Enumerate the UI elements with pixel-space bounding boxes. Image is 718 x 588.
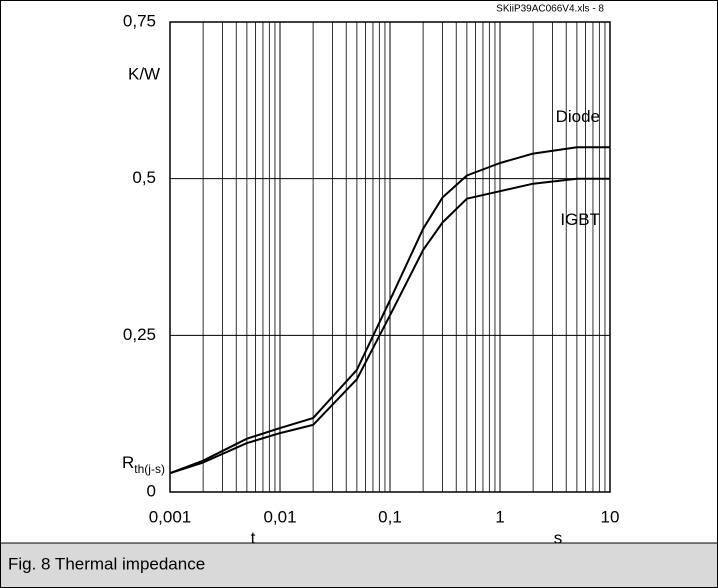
x-tick-label: 1 [495,507,504,526]
x-axis-label: t [251,528,256,547]
x-unit: s [554,528,563,547]
caption-bar [1,543,717,587]
curve [169,146,610,475]
caption: Fig. 8 Thermal impedance [8,554,205,573]
y-axis-label: Rth(j-s) [122,453,165,476]
x-tick-label: 0,1 [378,507,402,526]
x-tick-label: 0,001 [149,507,192,526]
y-tick-label: 0,5 [132,168,156,187]
source-label: SKiiP39AC066V4.xls - 8 [496,4,604,15]
y-tick-label: 0,25 [123,325,156,344]
y-unit: K/W [128,64,160,83]
y-label-sub: th(j-s) [134,462,165,476]
series-label: Diode [556,107,600,126]
curve [169,177,610,475]
series-label: IGBT [560,210,600,229]
plot-border [169,21,611,493]
y-label-main: R [122,453,134,472]
x-tick-label: 10 [601,507,620,526]
y-tick-label: 0 [147,481,156,500]
y-tick-label: 0,75 [123,11,156,30]
x-tick-label: 0,01 [263,507,296,526]
